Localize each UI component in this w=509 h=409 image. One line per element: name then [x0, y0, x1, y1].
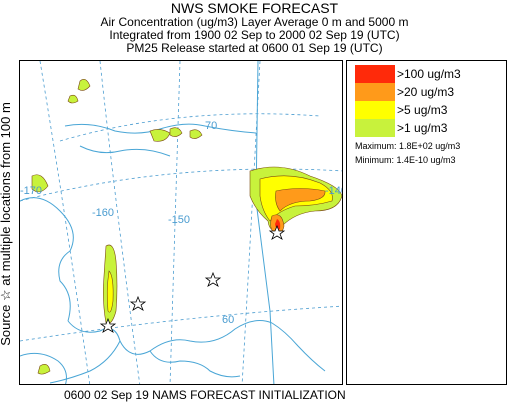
border-line — [255, 61, 275, 384]
page-title: NWS SMOKE FORECAST — [170, 0, 339, 16]
legend-panel: >100 ug/m3 >20 ug/m3 >5 ug/m3 >1 ug/m3 M… — [346, 60, 507, 385]
coastline — [20, 123, 326, 384]
legend-swatch-5 — [355, 101, 395, 119]
subtitle-release: PM25 Release started at 0600 01 Sep 19 (… — [126, 41, 383, 55]
legend-minimum: Minimum: 1.4E-10 ug/m3 — [355, 155, 456, 165]
latitude-line-65 — [20, 168, 342, 202]
smoke-map: -160 -150 -140 -170 70 60 — [19, 60, 343, 385]
lon-label: -140 — [325, 185, 343, 197]
smoke-patches-north — [31, 79, 203, 375]
legend-swatch-100 — [355, 65, 395, 83]
source-star — [129, 295, 147, 311]
lon-label: -170 — [20, 185, 42, 197]
source-markers — [99, 224, 286, 333]
smoke-plume-east — [249, 166, 342, 234]
legend-label-20: >20 ug/m3 — [397, 85, 455, 99]
source-star — [99, 317, 117, 333]
latitude-line-60 — [20, 305, 342, 342]
legend-label-1: >1 ug/m3 — [397, 121, 448, 135]
source-label: Source ☆ at multiple locations from 100 … — [0, 102, 13, 346]
source-star — [204, 271, 222, 287]
latitude-line-70 — [59, 113, 321, 142]
map-canvas: -160 -150 -140 -170 70 60 — [20, 61, 343, 384]
subtitle-concentration: Air Concentration (ug/m3) Layer Average … — [100, 15, 409, 29]
meridian-neg150 — [169, 61, 181, 384]
lat-label: 60 — [222, 314, 234, 326]
legend-maximum: Maximum: 1.8E+02 ug/m3 — [355, 141, 461, 151]
meridian-neg140 — [241, 61, 261, 384]
legend-swatch-1 — [355, 119, 395, 137]
meridian-neg160 — [99, 61, 141, 384]
source-star — [268, 224, 286, 240]
lon-label: -160 — [92, 207, 114, 219]
lat-label: 70 — [205, 120, 217, 132]
legend-swatch-20 — [355, 83, 395, 101]
meridian-neg170 — [39, 61, 91, 384]
lon-label: -150 — [168, 214, 190, 226]
footer-initialization: 0600 02 Sep 19 NAMS FORECAST INITIALIZAT… — [64, 388, 346, 402]
smoke-plume-west — [103, 244, 118, 324]
subtitle-integration: Integrated from 1900 02 Sep to 2000 02 S… — [109, 28, 400, 42]
legend-label-5: >5 ug/m3 — [397, 103, 448, 117]
legend-label-100: >100 ug/m3 — [397, 67, 461, 81]
